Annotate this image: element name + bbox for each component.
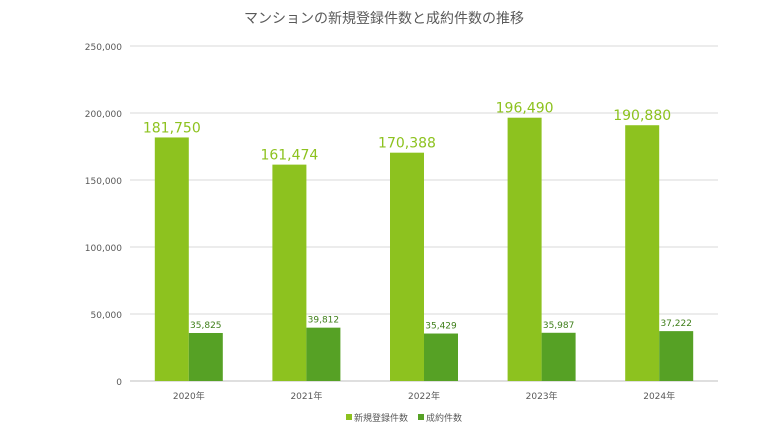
chart-title: マンションの新規登録件数と成約件数の推移 <box>244 11 524 27</box>
bar-new-listings <box>507 117 542 381</box>
legend-swatch <box>346 414 352 420</box>
data-label: 35,429 <box>425 322 457 332</box>
bar-contracts <box>659 331 694 381</box>
y-tick-label: 150,000 <box>85 177 122 187</box>
data-label: 190,880 <box>613 108 671 124</box>
bar-contracts <box>188 332 223 381</box>
data-label: 161,474 <box>260 148 318 164</box>
legend-swatch <box>418 414 424 420</box>
x-tick-label: 2021年 <box>290 390 322 402</box>
bar-contracts <box>424 333 458 381</box>
bar-contracts <box>541 332 576 381</box>
y-tick-label: 50,000 <box>91 311 123 321</box>
bar-new-listings <box>154 137 189 381</box>
x-tick-label: 2024年 <box>643 390 675 402</box>
data-label: 35,987 <box>543 321 575 331</box>
y-tick-label: 0 <box>116 378 122 388</box>
bar-new-listings <box>625 125 660 382</box>
x-tick-label: 2022年 <box>408 390 440 402</box>
data-label: 37,222 <box>660 319 692 329</box>
y-tick-label: 100,000 <box>85 244 122 254</box>
data-label: 196,490 <box>496 101 554 117</box>
legend-label: 新規登録件数 <box>354 412 408 424</box>
y-tick-label: 250,000 <box>85 43 122 53</box>
data-label: 35,825 <box>190 321 222 331</box>
legend-label: 成約件数 <box>426 412 462 424</box>
data-label: 170,388 <box>378 136 436 152</box>
bar-contracts <box>306 327 341 381</box>
y-tick-label: 200,000 <box>85 110 122 120</box>
data-label: 181,750 <box>143 120 201 136</box>
legend: 新規登録件数 成約件数 <box>346 412 462 424</box>
bar-new-listings <box>390 152 424 381</box>
x-tick-label: 2020年 <box>173 390 205 402</box>
data-label: 39,812 <box>308 316 340 326</box>
bar-new-listings <box>272 164 307 381</box>
x-tick-label: 2023年 <box>526 390 558 402</box>
